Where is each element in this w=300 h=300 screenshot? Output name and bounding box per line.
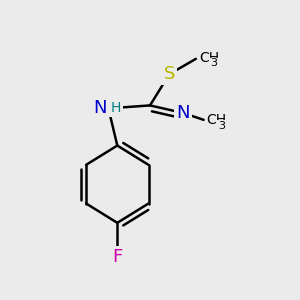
Text: H: H bbox=[111, 101, 121, 116]
Text: S: S bbox=[164, 65, 175, 83]
Text: CH: CH bbox=[199, 51, 219, 65]
Text: CH: CH bbox=[206, 113, 226, 127]
Text: F: F bbox=[112, 248, 122, 266]
Text: 3: 3 bbox=[218, 121, 225, 130]
Text: N: N bbox=[176, 104, 189, 122]
Text: N: N bbox=[93, 99, 107, 117]
Text: 3: 3 bbox=[210, 58, 217, 68]
